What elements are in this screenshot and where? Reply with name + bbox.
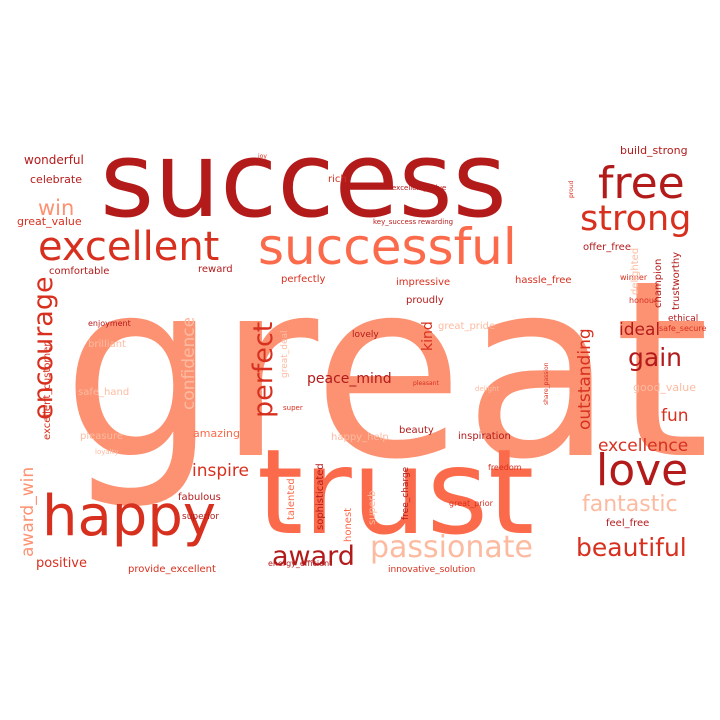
word: safe_secure bbox=[659, 324, 706, 333]
word: fun bbox=[661, 406, 689, 426]
word: beauty bbox=[399, 425, 434, 436]
word: superb bbox=[367, 490, 378, 525]
word: innovative_solution bbox=[388, 565, 475, 575]
word: champion bbox=[653, 259, 664, 308]
word: amazing bbox=[193, 427, 240, 440]
word: fabulous bbox=[178, 492, 221, 503]
word: fantastic bbox=[582, 492, 678, 517]
word: honest bbox=[343, 508, 354, 542]
word: talented bbox=[286, 478, 297, 520]
word: ideal bbox=[619, 320, 660, 340]
word: passionate bbox=[370, 530, 533, 565]
word: delight bbox=[475, 385, 500, 393]
word: great_value bbox=[17, 215, 82, 228]
word: encourage bbox=[28, 276, 59, 420]
word: reward bbox=[198, 264, 233, 275]
word: perfectly bbox=[281, 274, 325, 285]
word: award bbox=[272, 541, 355, 572]
word: build_strong bbox=[620, 144, 688, 157]
word: great_prior bbox=[449, 499, 494, 508]
word: feel_free bbox=[606, 518, 649, 529]
word: peace_mind bbox=[307, 371, 392, 387]
word: pleasure bbox=[80, 431, 123, 442]
word: outstanding bbox=[575, 328, 595, 430]
word: share_passion bbox=[543, 362, 550, 405]
word: freedom bbox=[488, 463, 522, 472]
word: beautiful bbox=[576, 533, 687, 562]
word: impressive bbox=[396, 277, 450, 288]
word: sophisticated bbox=[315, 463, 326, 530]
word: excellent_value bbox=[392, 184, 446, 192]
word: key_success bbox=[373, 218, 416, 226]
word: trust bbox=[257, 423, 534, 561]
word: ethical bbox=[668, 314, 698, 324]
word: excellence bbox=[598, 436, 688, 456]
word: delighted bbox=[630, 248, 641, 295]
word: great bbox=[62, 228, 710, 513]
word: winner bbox=[620, 273, 648, 282]
word: award_win bbox=[18, 467, 38, 557]
word: super bbox=[283, 404, 303, 412]
word: free bbox=[598, 158, 685, 209]
word: success bbox=[100, 119, 507, 241]
word: trustworthy bbox=[671, 252, 682, 310]
word: hassle_free bbox=[515, 275, 572, 286]
word: confidence bbox=[179, 317, 199, 410]
word: happy_help bbox=[331, 432, 389, 443]
word: good_value bbox=[633, 381, 696, 394]
word: successful bbox=[258, 218, 517, 276]
word: safe_hand bbox=[78, 387, 129, 398]
word: great_pride bbox=[438, 321, 495, 332]
word: excellent_customer bbox=[42, 342, 53, 440]
word: lovely bbox=[352, 330, 379, 340]
word: free_charge bbox=[401, 466, 411, 520]
word: excellent bbox=[38, 224, 219, 270]
word: superior bbox=[182, 512, 219, 522]
word: pleasant bbox=[413, 380, 439, 387]
word: brilliant bbox=[88, 339, 126, 350]
word: great_deal bbox=[280, 330, 290, 378]
word: enjoyment bbox=[88, 319, 131, 328]
word: celebrate bbox=[30, 173, 82, 186]
word: rewarding bbox=[418, 218, 453, 226]
word: positive bbox=[36, 556, 87, 571]
word: strong bbox=[580, 199, 691, 239]
word: wonderful bbox=[24, 153, 84, 167]
word: perfect bbox=[248, 322, 279, 418]
word: comfortable bbox=[49, 266, 109, 277]
word: honour bbox=[629, 296, 658, 305]
word: win bbox=[38, 196, 74, 220]
word: rich bbox=[328, 174, 347, 185]
word: offer_free bbox=[583, 242, 631, 253]
word: love bbox=[596, 445, 688, 496]
word: proud bbox=[568, 180, 575, 198]
word: gain bbox=[628, 343, 682, 372]
word: joy bbox=[257, 153, 267, 160]
word: proudly bbox=[406, 295, 444, 306]
word: kind bbox=[420, 321, 436, 351]
word: inspiration bbox=[458, 431, 511, 442]
word: loyalty bbox=[95, 448, 119, 456]
word: provide_excellent bbox=[128, 564, 216, 575]
word: energy_efficient bbox=[268, 559, 332, 568]
word: inspire bbox=[192, 461, 249, 481]
word: happy bbox=[42, 484, 216, 549]
